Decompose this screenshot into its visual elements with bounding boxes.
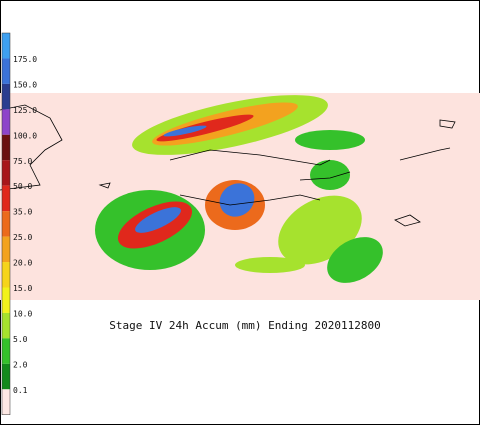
colorbar-segment (2, 185, 10, 212)
colorbar-segment (2, 134, 10, 161)
colorbar-label: 2.0 (13, 360, 28, 369)
colorbar-label: 5.0 (13, 335, 28, 344)
colorbar-segment (2, 160, 10, 186)
colorbar-label: 35.0 (13, 208, 32, 217)
colorbar-outline (1, 32, 11, 415)
colorbar-segment (2, 338, 10, 364)
colorbar-segment (2, 58, 10, 84)
colorbar-segment (2, 211, 10, 237)
colorbar-label: 25.0 (13, 233, 32, 242)
colorbar-label: 125.0 (13, 106, 37, 115)
colorbar-label: 175.0 (13, 55, 37, 64)
colorbar-label: 50.0 (13, 182, 32, 191)
colorbar-label: 0.1 (13, 386, 28, 395)
colorbar-label: 15.0 (13, 284, 32, 293)
colorbar-segment (2, 389, 10, 415)
map-title: Stage IV 24h Accum (mm) Ending 202011280… (109, 319, 381, 332)
coastlines (0, 104, 456, 227)
colorbar-segment (2, 287, 10, 313)
colorbar-segment (2, 236, 10, 263)
colorbar-label: 10.0 (13, 309, 32, 318)
colorbar-segment (2, 83, 10, 110)
colorbar-segment (2, 312, 10, 339)
colorbar-segment (2, 262, 10, 288)
colorbar-label: 100.0 (13, 131, 37, 140)
colorbar: 175.0 150.0 125.0 100.0 75.0 50.0 35.0 25.0 20.0… (1, 32, 37, 415)
colorbar-segment (2, 363, 10, 390)
colorbar-segment (2, 33, 10, 59)
colorbar-segment (2, 109, 10, 135)
colorbar-label: 75.0 (13, 157, 32, 166)
precipitation-field (95, 95, 383, 283)
colorbar-label: 150.0 (13, 80, 37, 89)
colorbar-label: 20.0 (13, 259, 32, 268)
